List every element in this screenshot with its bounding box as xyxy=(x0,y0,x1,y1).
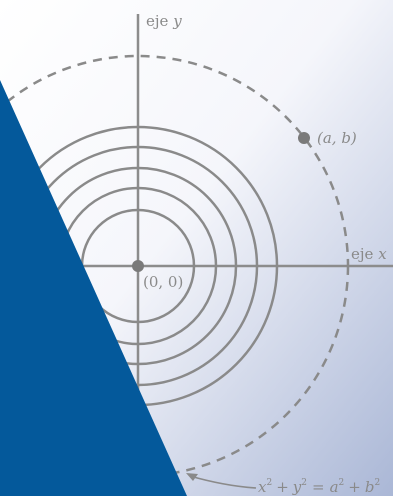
origin-label: (0, 0) xyxy=(143,273,183,291)
equation-pointer-head xyxy=(186,473,198,481)
dashed-circle xyxy=(0,54,350,478)
origin-point xyxy=(132,260,144,272)
equation-pointer xyxy=(189,475,257,489)
point-ab-label: (a, b) xyxy=(317,129,357,147)
point-ab xyxy=(298,132,310,144)
x-axis-label: eje x xyxy=(351,245,387,263)
y-axis-label: eje y xyxy=(146,12,182,30)
blue-triangle xyxy=(0,80,187,496)
equation-label: x2 + y2 = a2 + b2 xyxy=(258,478,380,496)
